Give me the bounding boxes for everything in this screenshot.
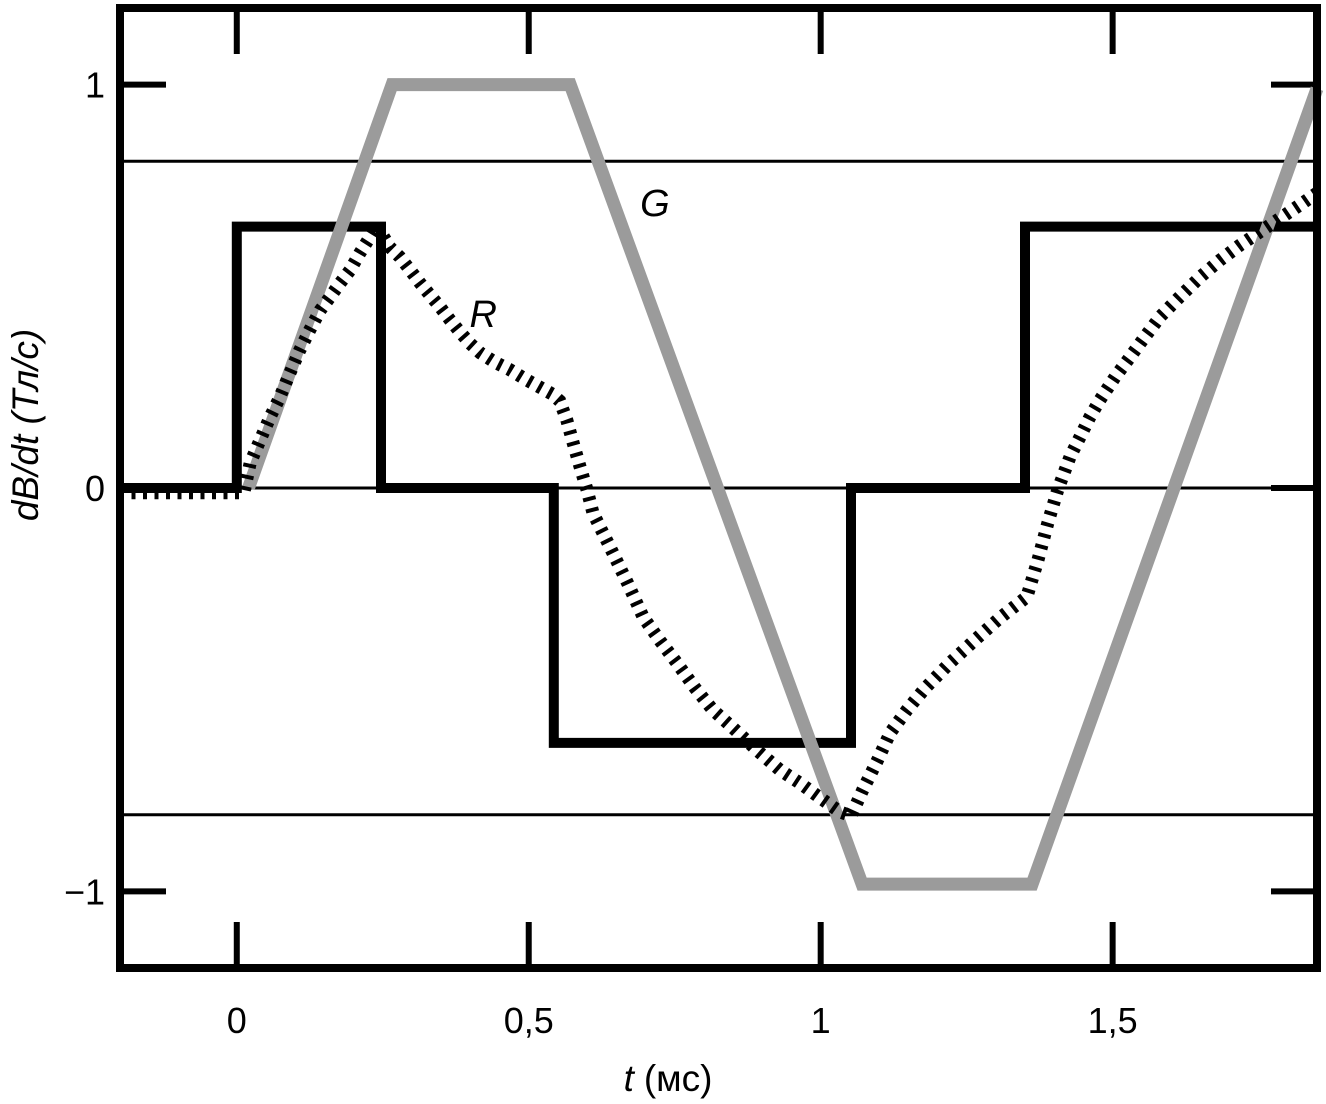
y-tick-label: 1 — [85, 65, 105, 106]
plot-area: 0 0,5 1 1,5 1 0 −1 G R — [64, 8, 1324, 1041]
x-tick-label: 0 — [227, 1000, 247, 1041]
x-tick-label: 1,5 — [1088, 1000, 1138, 1041]
curve-label-R: R — [469, 294, 496, 336]
curve-label-G: G — [640, 183, 670, 225]
curve-stimulus-square-wave — [120, 221, 1317, 748]
curve-G — [242, 78, 1324, 891]
y-tick-label: 0 — [85, 468, 105, 509]
curve-R — [120, 187, 1321, 825]
y-axis-title: dB/dt (Тл/с) — [5, 329, 46, 521]
x-tick-label: 1 — [811, 1000, 831, 1041]
y-tick-label: −1 — [64, 871, 105, 912]
x-tick-label: 0,5 — [504, 1000, 554, 1041]
x-axis-title: t (мс) — [624, 1058, 713, 1099]
plot-frame — [116, 4, 1321, 972]
